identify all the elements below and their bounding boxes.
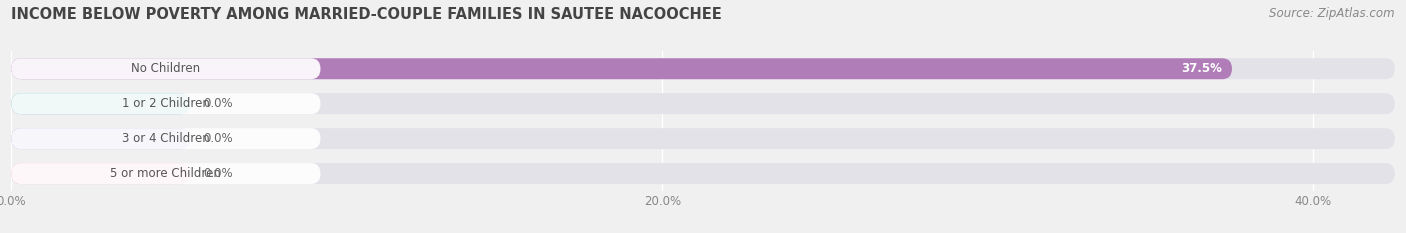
FancyBboxPatch shape <box>11 163 190 184</box>
FancyBboxPatch shape <box>11 93 321 114</box>
Text: 37.5%: 37.5% <box>1181 62 1222 75</box>
Text: 1 or 2 Children: 1 or 2 Children <box>122 97 209 110</box>
FancyBboxPatch shape <box>11 163 1395 184</box>
Text: Source: ZipAtlas.com: Source: ZipAtlas.com <box>1270 7 1395 20</box>
Text: No Children: No Children <box>131 62 201 75</box>
FancyBboxPatch shape <box>11 58 1395 79</box>
FancyBboxPatch shape <box>11 128 190 149</box>
FancyBboxPatch shape <box>11 128 1395 149</box>
Text: 0.0%: 0.0% <box>204 97 233 110</box>
FancyBboxPatch shape <box>11 93 1395 114</box>
FancyBboxPatch shape <box>11 128 321 149</box>
Text: INCOME BELOW POVERTY AMONG MARRIED-COUPLE FAMILIES IN SAUTEE NACOOCHEE: INCOME BELOW POVERTY AMONG MARRIED-COUPL… <box>11 7 723 22</box>
Text: 0.0%: 0.0% <box>204 167 233 180</box>
Text: 0.0%: 0.0% <box>204 132 233 145</box>
Text: 5 or more Children: 5 or more Children <box>111 167 221 180</box>
FancyBboxPatch shape <box>11 58 321 79</box>
Text: 3 or 4 Children: 3 or 4 Children <box>122 132 209 145</box>
FancyBboxPatch shape <box>11 93 190 114</box>
FancyBboxPatch shape <box>11 58 1232 79</box>
FancyBboxPatch shape <box>11 163 321 184</box>
